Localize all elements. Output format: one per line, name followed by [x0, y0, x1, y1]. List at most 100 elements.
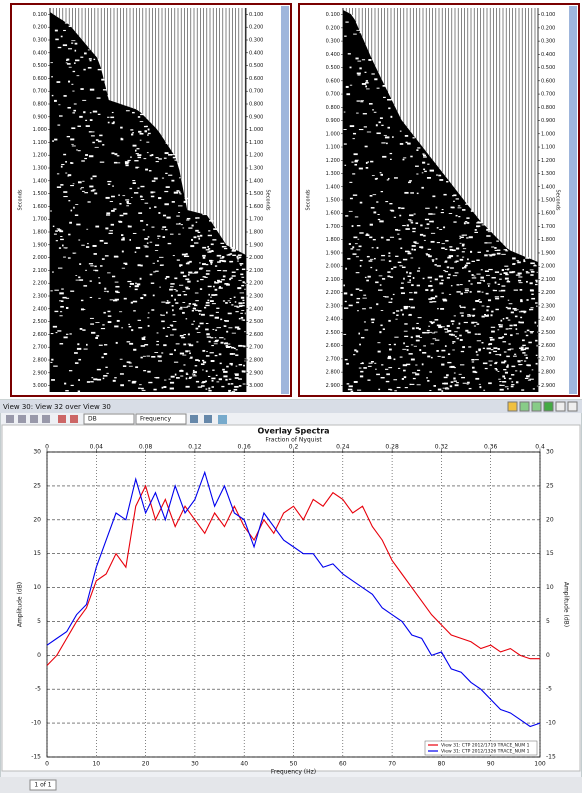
trace-gap [210, 263, 213, 265]
trace-gap [107, 321, 112, 324]
trace-gap [92, 189, 96, 191]
trace-gap [106, 212, 111, 215]
trace-gap [60, 236, 63, 237]
trace-gap [154, 250, 159, 251]
trace-gap [57, 330, 62, 332]
trace-gap [92, 175, 97, 178]
trace-gap [111, 122, 115, 125]
trace-gap [430, 232, 436, 234]
scrollbar[interactable] [281, 6, 289, 394]
trace-gap [535, 354, 538, 356]
trace-gap [160, 264, 164, 266]
trace-gap [229, 278, 232, 281]
trace-gap [93, 58, 96, 61]
trace-gap [524, 347, 529, 350]
trace-gap [77, 125, 81, 127]
trace-gap [121, 327, 124, 329]
trace-gap [72, 90, 75, 92]
trace-gap [501, 361, 506, 364]
trace-gap [178, 212, 181, 214]
trace-gap [417, 147, 421, 149]
trace-gap [112, 185, 114, 187]
trace-gap [199, 288, 203, 290]
y2-tick-label: -5 [546, 686, 552, 693]
trace-gap [188, 227, 193, 229]
trace-gap [189, 260, 192, 263]
trace-gap [179, 264, 183, 267]
trace-gap [344, 35, 347, 37]
y2-tick-label: 1.000 [249, 127, 263, 133]
trace-gap [396, 314, 399, 316]
trace-gap [462, 267, 467, 269]
trace-gap [97, 140, 102, 143]
trace-gap [183, 364, 186, 366]
y-tick-label: 1.800 [326, 237, 340, 243]
chart-title: Overlay Spectra [257, 427, 329, 436]
trace-gap [410, 257, 414, 259]
trace-gap [350, 248, 354, 250]
trace-gap [208, 259, 213, 262]
trace-gap [148, 381, 153, 384]
trace-gap [142, 229, 145, 231]
trace-gap [492, 289, 497, 292]
trace-gap [359, 259, 363, 262]
pager-box[interactable] [29, 779, 57, 791]
trace-gap [183, 294, 188, 296]
trace-gap [205, 355, 210, 357]
trace-gap [394, 390, 397, 392]
trace-gap [237, 258, 239, 260]
db-select[interactable]: DB [88, 416, 97, 423]
trace-gap [417, 317, 422, 319]
trace-gap [205, 270, 211, 272]
trace-gap [376, 87, 380, 89]
trace-gap [85, 125, 90, 127]
trace-gap [130, 156, 132, 158]
mode-select[interactable]: Frequency [140, 416, 171, 423]
trace-gap [424, 170, 427, 173]
trace-gap [363, 321, 366, 323]
trace-gap [218, 353, 222, 356]
trace-gap [529, 269, 534, 271]
trace-gap [443, 269, 446, 271]
trace-gap [171, 154, 176, 156]
trace-gap [68, 370, 73, 372]
trace-gap [415, 335, 420, 338]
trace-gap [234, 385, 239, 388]
scrollbar[interactable] [569, 6, 577, 394]
window-buttons[interactable] [507, 401, 578, 412]
trace-gap [425, 207, 430, 209]
trace-gap [353, 381, 358, 383]
trace-gap [140, 113, 145, 116]
trace-gap [360, 363, 364, 365]
trace-gap [380, 377, 385, 379]
trace-gap [235, 354, 239, 357]
trace-gap [137, 116, 141, 118]
trace-gap [444, 331, 449, 333]
trace-gap [428, 331, 432, 333]
trace-gap [396, 229, 401, 231]
trace-gap [464, 266, 467, 268]
trace-gap [467, 381, 470, 384]
trace-gap [450, 334, 456, 336]
trace-gap [97, 113, 101, 115]
trace-gap [124, 161, 130, 163]
trace-gap [522, 352, 526, 354]
trace-gap [169, 324, 174, 326]
trace-gap [161, 177, 165, 179]
trace-gap [59, 315, 63, 317]
trace-gap [80, 299, 84, 302]
trace-gap [358, 128, 364, 131]
trace-gap [178, 233, 181, 235]
y2-tick-label: 0.500 [541, 65, 555, 71]
trace-gap [90, 177, 93, 180]
toolbar[interactable] [6, 413, 227, 425]
trace-gap [205, 370, 208, 373]
trace-gap [188, 344, 194, 347]
y2-tick-label: 2.200 [541, 290, 555, 296]
trace-gap [94, 146, 99, 148]
trace-gap [122, 365, 127, 367]
trace-gap [89, 119, 93, 121]
trace-gap [462, 382, 467, 384]
trace-gap [498, 337, 503, 339]
y-tick-label: 1.900 [326, 250, 340, 256]
